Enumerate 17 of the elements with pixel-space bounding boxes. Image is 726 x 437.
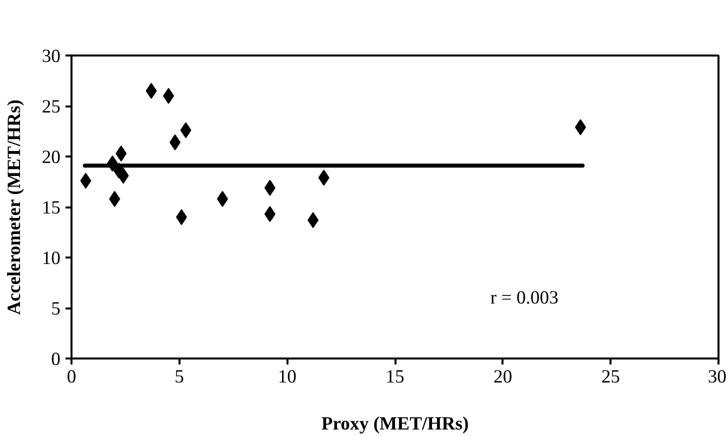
y-tick-label: 15 [42,198,60,218]
x-tick-label: 5 [174,366,184,388]
x-tick-label: 0 [66,366,76,388]
x-tick-label: 25 [601,366,620,388]
x-axis-title: Proxy (MET/HRs) [321,414,469,434]
y-axis-title: Accelerometer (MET/HRs) [4,100,25,315]
annotation: r = 0.003 [490,287,558,308]
x-tick-label: 20 [494,366,512,388]
y-tick-label: 10 [42,248,60,269]
y-tick-label: 0 [51,349,60,370]
y-tick-label: 25 [42,96,60,118]
y-tick-label: 20 [42,147,60,168]
y-tick-label: 5 [51,298,60,320]
x-tick-label: 15 [386,366,404,388]
x-tick-label: 10 [278,366,296,388]
y-tick-label: 30 [42,46,60,67]
x-tick-label: 30 [708,366,726,388]
